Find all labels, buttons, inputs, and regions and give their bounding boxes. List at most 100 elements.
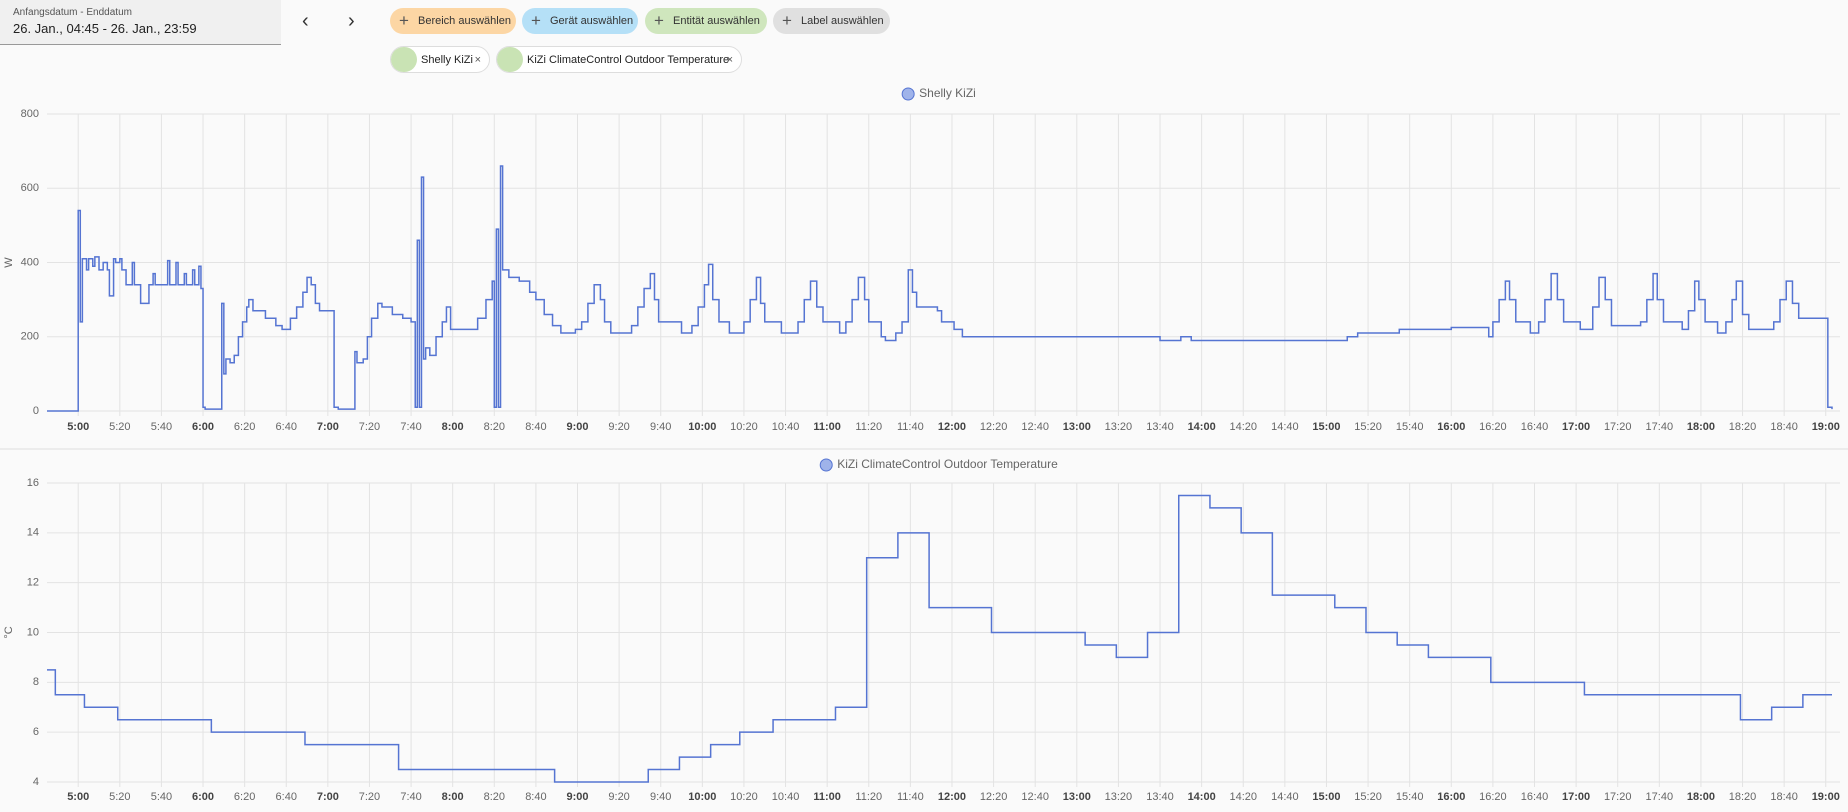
selected-chip[interactable]: Shelly KiZi ×: [390, 46, 490, 73]
x-tick-label: 12:00: [938, 421, 966, 433]
x-tick-label: 14:00: [1188, 421, 1216, 433]
y-axis-label: °C: [3, 626, 15, 638]
x-tick-label: 6:00: [192, 791, 214, 803]
x-tick-label: 10:20: [730, 421, 758, 433]
x-tick-label: 18:00: [1687, 421, 1715, 433]
x-tick-label: 10:40: [772, 421, 800, 433]
x-tick-label: 14:40: [1271, 791, 1299, 803]
x-tick-label: 11:00: [813, 791, 841, 803]
x-tick-label: 5:40: [151, 791, 172, 803]
x-tick-label: 13:20: [1105, 791, 1133, 803]
y-tick-label: 16: [27, 477, 39, 489]
x-tick-label: 7:20: [359, 791, 380, 803]
x-tick-label: 11:20: [855, 421, 882, 433]
selected-chip[interactable]: KiZi ClimateControl Outdoor Temperature ×: [496, 46, 742, 73]
x-tick-label: 6:20: [234, 421, 255, 433]
x-tick-label: 9:20: [608, 791, 629, 803]
chip[interactable]: Label auswählen: [773, 8, 890, 34]
x-tick-label: 6:40: [276, 791, 297, 803]
x-tick-label: 7:00: [317, 791, 339, 803]
x-tick-label: 14:40: [1271, 421, 1299, 433]
chip[interactable]: Bereich auswählen: [390, 8, 516, 34]
x-tick-label: 9:20: [608, 421, 629, 433]
chip[interactable]: Entität auswählen: [645, 8, 767, 34]
x-tick-label: 17:40: [1646, 791, 1674, 803]
x-tick-label: 5:20: [109, 421, 130, 433]
x-tick-label: 12:20: [980, 791, 1008, 803]
x-tick-label: 8:20: [484, 421, 505, 433]
y-axis-label: W: [3, 257, 15, 268]
x-tick-label: 6:00: [192, 421, 214, 433]
x-tick-label: 9:00: [566, 791, 588, 803]
x-tick-label: 5:00: [67, 791, 89, 803]
x-tick-label: 14:20: [1229, 421, 1257, 433]
x-tick-label: 10:00: [688, 791, 716, 803]
x-tick-label: 13:00: [1063, 791, 1091, 803]
x-tick-label: 5:20: [109, 791, 130, 803]
y-tick-label: 0: [33, 405, 39, 417]
x-tick-label: 8:20: [484, 791, 505, 803]
x-tick-label: 8:00: [442, 791, 464, 803]
x-tick-label: 8:40: [525, 791, 546, 803]
chip-label: KiZi ClimateControl Outdoor Temperature: [527, 53, 730, 66]
x-tick-label: 11:40: [897, 421, 924, 433]
x-tick-label: 13:40: [1146, 421, 1174, 433]
x-tick-label: 9:40: [650, 421, 671, 433]
y-tick-label: 6: [33, 726, 39, 738]
x-tick-label: 15:00: [1312, 791, 1340, 803]
x-tick-label: 15:20: [1354, 791, 1382, 803]
next-button[interactable]: ›: [348, 10, 355, 32]
legend-marker: [901, 87, 915, 101]
x-tick-label: 16:00: [1437, 791, 1465, 803]
x-tick-label: 10:20: [730, 791, 758, 803]
chip[interactable]: Gerät auswählen: [522, 8, 638, 34]
y-tick-label: 800: [21, 108, 39, 120]
chip-label: Shelly KiZi: [421, 53, 473, 66]
x-tick-label: 15:40: [1396, 421, 1424, 433]
y-tick-label: 14: [27, 527, 39, 539]
x-tick-label: 14:00: [1188, 791, 1216, 803]
x-tick-label: 13:20: [1105, 421, 1133, 433]
x-tick-label: 17:40: [1646, 421, 1674, 433]
x-tick-label: 18:00: [1687, 791, 1715, 803]
x-tick-label: 12:40: [1021, 421, 1049, 433]
x-tick-label: 5:00: [67, 421, 89, 433]
x-tick-label: 6:20: [234, 791, 255, 803]
x-tick-label: 16:40: [1521, 421, 1549, 433]
x-tick-label: 16:20: [1479, 421, 1507, 433]
x-tick-label: 19:00: [1812, 791, 1840, 803]
y-tick-label: 10: [27, 626, 39, 638]
x-tick-label: 18:20: [1729, 791, 1757, 803]
legend-label: KiZi ClimateControl Outdoor Temperature: [837, 457, 1058, 471]
x-tick-label: 17:20: [1604, 791, 1632, 803]
x-tick-label: 12:20: [980, 421, 1008, 433]
legend-marker: [819, 458, 833, 472]
line: [47, 165, 1833, 412]
line: [47, 494, 1832, 783]
x-tick-label: 11:00: [813, 421, 841, 433]
x-tick-label: 17:00: [1562, 421, 1590, 433]
x-tick-label: 6:40: [276, 421, 297, 433]
y-tick-label: 12: [27, 577, 39, 589]
x-tick-label: 11:20: [855, 791, 882, 803]
y-tick-label: 200: [21, 331, 39, 343]
legend-label: Shelly KiZi: [919, 86, 976, 100]
x-tick-label: 18:40: [1770, 421, 1798, 433]
x-tick-label: 11:40: [897, 791, 924, 803]
y-tick-label: 4: [33, 776, 39, 788]
date-range: 26. Jan., 04:45 - 26. Jan., 23:59: [13, 21, 197, 36]
x-tick-label: 18:20: [1729, 421, 1757, 433]
x-tick-label: 17:20: [1604, 421, 1632, 433]
x-tick-label: 7:40: [400, 421, 421, 433]
date-picker[interactable]: Anfangsdatum - Enddatum 26. Jan., 04:45 …: [0, 0, 281, 45]
x-tick-label: 13:00: [1063, 421, 1091, 433]
y-tick-label: 400: [21, 256, 39, 268]
x-tick-label: 10:00: [688, 421, 716, 433]
x-tick-label: 16:20: [1479, 791, 1507, 803]
x-tick-label: 17:00: [1562, 791, 1590, 803]
x-tick-label: 12:40: [1021, 791, 1049, 803]
x-tick-label: 7:40: [400, 791, 421, 803]
prev-button[interactable]: ‹: [302, 10, 309, 32]
x-tick-label: 7:00: [317, 421, 339, 433]
